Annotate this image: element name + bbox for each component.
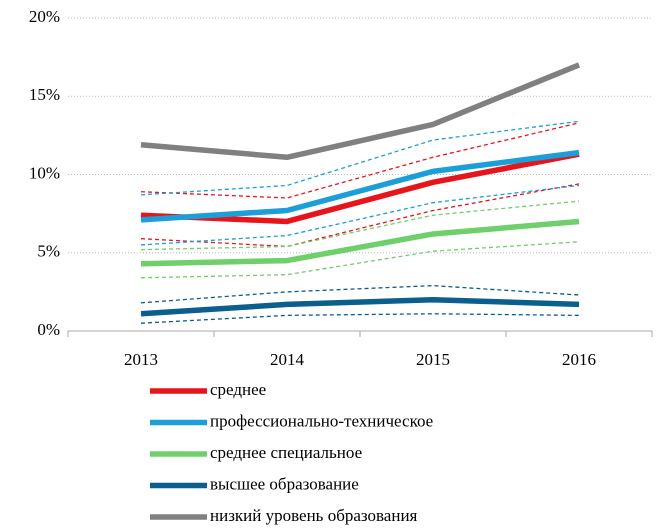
lower-bound-line: [140, 184, 580, 246]
legend-label: среднее: [210, 380, 266, 399]
series-line: [140, 218, 580, 267]
upper-bound-line: [140, 200, 580, 251]
y-tick-label: 5%: [37, 242, 60, 261]
legend-label: среднее специальное: [210, 443, 362, 462]
upper-bound-line: [140, 122, 580, 199]
legend-label: низкий уровень образования: [210, 506, 418, 525]
upper-bound-line: [140, 120, 580, 196]
series-line: [140, 151, 580, 225]
x-tick-label: 2014: [270, 350, 305, 369]
lower-bound-line: [140, 313, 580, 324]
lower-bound-line: [140, 241, 580, 279]
lower-bound-line: [140, 183, 580, 248]
x-tick-label: 2013: [124, 350, 158, 369]
upper-bound-line: [140, 284, 580, 304]
x-tick-label: 2016: [562, 350, 596, 369]
y-tick-label: 15%: [29, 85, 60, 104]
legend-label: профессионально-техническое: [210, 411, 433, 430]
series-line: [140, 62, 581, 161]
y-tick-label: 10%: [29, 163, 60, 182]
y-tick-label: 20%: [29, 7, 60, 26]
legend-label: высшее образование: [210, 474, 359, 493]
series-line: [140, 149, 580, 223]
series-line: [140, 296, 580, 317]
y-tick-label: 0%: [37, 320, 60, 339]
x-tick-label: 2015: [416, 350, 450, 369]
